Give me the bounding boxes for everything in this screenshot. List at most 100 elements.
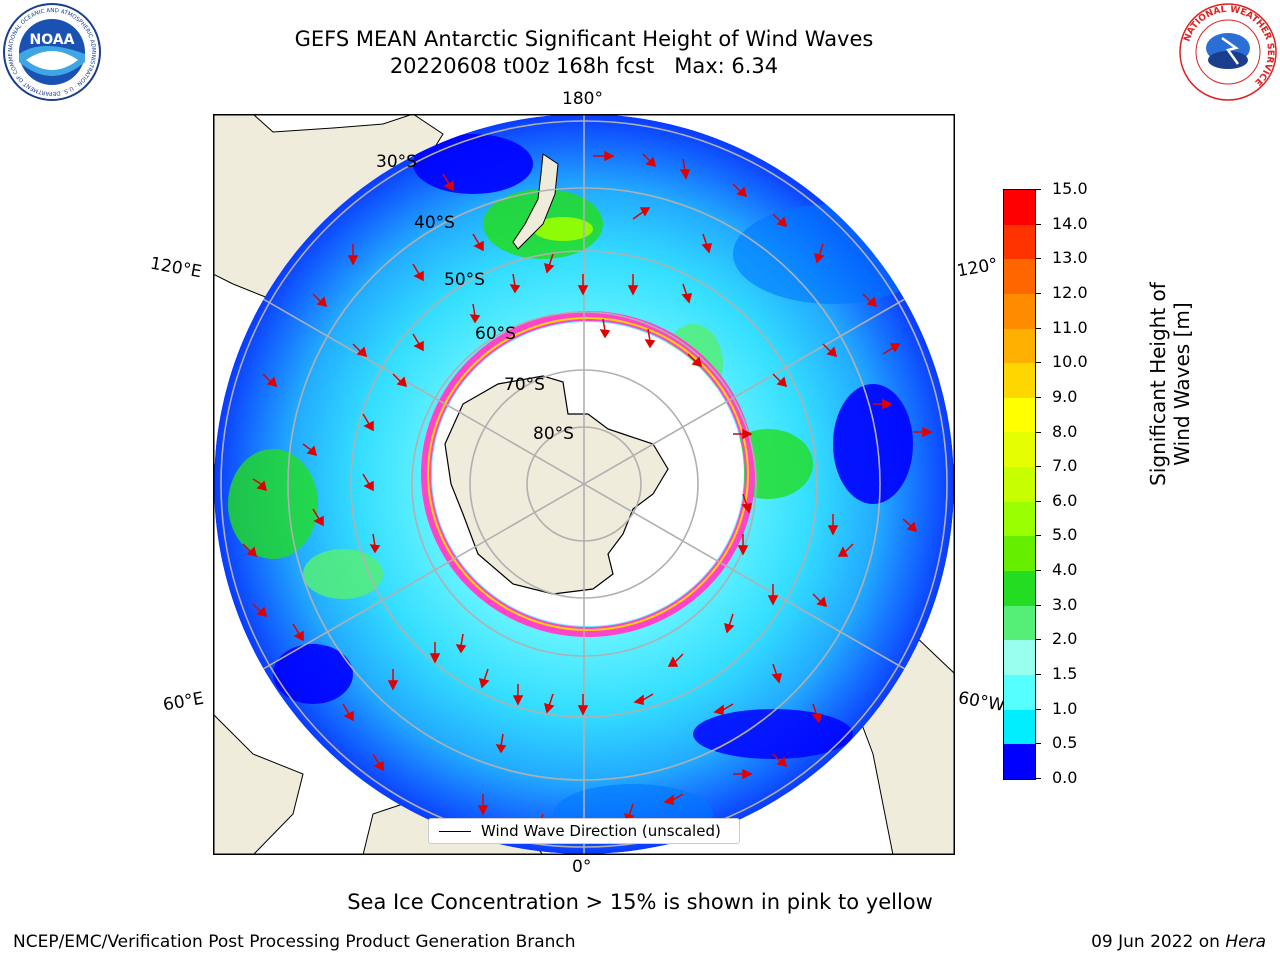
lon-label-120e: 120°E [148, 253, 204, 283]
wind-arrow [913, 426, 933, 438]
colorbar-segment [1004, 571, 1035, 606]
colorbar-tick-label: 8.0 [1052, 421, 1078, 441]
legend-line-swatch [439, 830, 471, 832]
wind-arrow [723, 613, 735, 634]
wind-arrow [577, 274, 589, 296]
colorbar-tick-label: 11.0 [1052, 317, 1088, 337]
wind-arrow [262, 373, 278, 388]
colorbar-segment [1004, 397, 1035, 433]
lat-label-80s: 80°S [533, 424, 574, 444]
wind-arrow [772, 753, 788, 768]
colorbar-tick-label: 9.0 [1052, 386, 1078, 406]
wind-arrow [633, 693, 654, 705]
colorbar-tick-mark [1035, 674, 1041, 676]
colorbar-tick-mark [1035, 258, 1041, 260]
colorbar-tick-label: 7.0 [1052, 456, 1078, 476]
wind-arrow [342, 703, 354, 722]
wind-arrow [469, 303, 481, 324]
colorbar-tick-mark [1035, 708, 1041, 710]
polar-map [213, 114, 955, 855]
wave-patch [303, 549, 383, 599]
wind-arrow [512, 684, 524, 706]
wind-arrow [495, 733, 507, 754]
colorbar-tick-label: 6.0 [1052, 490, 1078, 510]
wind-arrow [812, 593, 828, 608]
wind-arrow [412, 333, 424, 352]
wind-arrow [632, 207, 651, 220]
wind-arrow [543, 253, 555, 274]
wind-arrow [387, 669, 399, 691]
wind-arrow [252, 603, 268, 618]
colorbar-tick-mark [1035, 362, 1041, 364]
lat-label-70s: 70°S [504, 375, 545, 395]
wave-patch [273, 644, 353, 704]
colorbar-segment [1004, 224, 1035, 260]
lon-label-60w: 60°W [956, 688, 1007, 716]
colorbar-segment [1004, 432, 1035, 468]
wind-arrow [362, 413, 374, 432]
colorbar-segment [1004, 501, 1035, 537]
wind-arrow [242, 543, 258, 558]
sea-ice-edge-inner [427, 317, 749, 631]
wind-arrow [813, 243, 825, 264]
wind-arrow [509, 273, 521, 294]
colorbar-segment [1004, 363, 1035, 398]
wind-arrow [577, 694, 589, 716]
colorbar-tick-label: 12.0 [1052, 282, 1088, 302]
wind-arrow [599, 318, 611, 339]
colorbar-segment [1004, 293, 1035, 329]
colorbar-segment [1004, 190, 1035, 225]
colorbar-tick-label: 1.5 [1052, 664, 1078, 684]
wind-arrow [292, 623, 304, 642]
colorbar-segment [1004, 605, 1035, 641]
footer-credit: NCEP/EMC/Verification Post Processing Pr… [13, 932, 576, 952]
colorbar-tick-mark [1035, 570, 1041, 572]
colorbar-tick-label: 5.0 [1052, 525, 1078, 545]
antarctica-land [444, 375, 669, 595]
colorbar-tick-label: 1.0 [1052, 698, 1078, 718]
wind-arrow [627, 274, 639, 296]
wind-arrow [302, 443, 318, 457]
colorbar-tick-mark [1035, 292, 1041, 294]
colorbar-title: Significant Height of Wind Waves [m] [1146, 282, 1194, 486]
sea-ice-note: Sea Ice Concentration > 15% is shown in … [347, 890, 933, 914]
lon-label-120w: 120° [955, 254, 1000, 282]
wind-arrow [372, 753, 384, 772]
wind-arrow [642, 153, 657, 168]
lat-label-50s: 50°S [444, 270, 485, 290]
wind-arrow [771, 663, 782, 684]
wind-arrow [369, 533, 381, 554]
colorbar-tick-label: 3.0 [1052, 594, 1078, 614]
noaa-logo-text: NOAA [30, 32, 75, 48]
colorbar-segment [1004, 467, 1035, 502]
wind-arrow [733, 428, 753, 440]
colorbar-segment [1004, 709, 1035, 745]
africa-land [213, 713, 304, 855]
wave-patch [533, 217, 593, 241]
lat-label-40s: 40°S [414, 213, 455, 233]
wind-arrow [667, 653, 684, 667]
footer-date-text: 09 Jun 2022 on [1091, 932, 1226, 952]
wind-arrow [543, 693, 555, 714]
colorbar-tick-label: 0.5 [1052, 733, 1078, 753]
wind-arrow [392, 373, 408, 388]
wave-patch [228, 449, 318, 559]
colorbar-tick-label: 10.0 [1052, 352, 1088, 372]
lon-label-0: 0° [572, 857, 592, 877]
colorbar-tick-label: 14.0 [1052, 213, 1088, 233]
colorbar-segment [1004, 259, 1035, 294]
wind-arrow [741, 493, 752, 514]
graticule [214, 114, 954, 854]
wind-arrow [902, 518, 918, 533]
wind-arrow [681, 283, 692, 304]
chart-title: GEFS MEAN Antarctic Significant Height o… [294, 27, 874, 51]
colorbar-segment [1004, 328, 1035, 364]
wind-arrow [733, 768, 753, 780]
wind-arrow [312, 508, 324, 527]
wave-patch [833, 384, 913, 504]
wind-arrow [478, 668, 490, 689]
wind-arrow [732, 183, 748, 198]
colorbar-tick-mark [1035, 223, 1041, 225]
lon-label-60e: 60°E [161, 688, 206, 716]
colorbar-tick-mark [1035, 639, 1041, 641]
